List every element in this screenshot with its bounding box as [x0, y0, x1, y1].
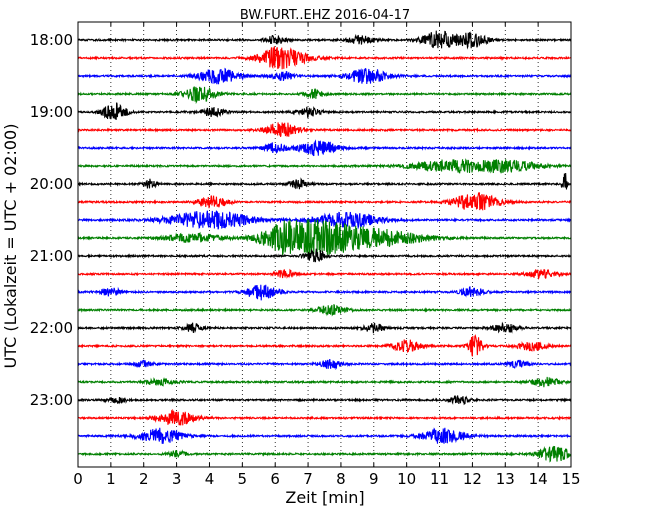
x-tick-label: 15	[561, 470, 580, 488]
x-tick-label: 1	[106, 470, 116, 488]
trace-2300	[77, 395, 572, 406]
x-tick-label: 6	[270, 470, 280, 488]
x-tick-label: 14	[529, 470, 548, 488]
trace-2030	[77, 210, 572, 230]
x-tick-label: 3	[172, 470, 182, 488]
y-tick-label: 19:00	[30, 103, 73, 121]
trace-1815	[77, 46, 572, 70]
x-tick-labels: 0 1 2 3 4 5 6 7 8 9 10 11 12 13 14 15	[73, 470, 580, 488]
y-tick-label: 23:00	[30, 391, 73, 409]
x-tick-label: 9	[369, 470, 379, 488]
plot-frame	[77, 21, 572, 468]
x-tick-label: 4	[205, 470, 215, 488]
x-tick-label: 13	[496, 470, 515, 488]
trace-2045	[77, 219, 572, 256]
seismic-traces	[77, 30, 572, 463]
x-tick-label: 7	[303, 470, 313, 488]
trace-1915	[77, 122, 572, 138]
trace-2100	[77, 248, 572, 263]
axis-ticks	[77, 22, 572, 467]
y-tick-label: 20:00	[30, 175, 73, 193]
x-tick-label: 2	[139, 470, 149, 488]
trace-1945	[77, 158, 572, 174]
y-tick-label: 21:00	[30, 247, 73, 265]
trace-2145	[77, 304, 572, 317]
trace-2245	[77, 376, 572, 388]
trace-2215	[77, 334, 572, 357]
trace-2230	[77, 358, 572, 371]
trace-2345	[77, 445, 572, 463]
trace-1830	[77, 67, 572, 85]
x-tick-label: 0	[73, 470, 83, 488]
trace-2115	[77, 268, 572, 280]
chart-title: BW.FURT..EHZ 2016-04-17	[240, 8, 410, 23]
y-tick-labels: 18:00 19:00 20:00 21:00 22:00 23:00	[30, 31, 73, 409]
y-tick-label: 18:00	[30, 31, 73, 49]
x-tick-label: 12	[463, 470, 482, 488]
trace-2330	[77, 427, 572, 444]
x-tick-label: 8	[336, 470, 346, 488]
x-tick-label: 11	[430, 470, 449, 488]
trace-2015	[77, 192, 572, 211]
trace-2130	[77, 284, 572, 301]
trace-2315	[77, 408, 572, 426]
x-tick-label: 10	[397, 470, 416, 488]
x-tick-label: 5	[238, 470, 248, 488]
y-axis-label: UTC (Lokalzeit = UTC + 02:00)	[1, 124, 20, 369]
trace-1845	[77, 86, 572, 105]
trace-1800	[77, 30, 572, 50]
trace-1900	[77, 102, 572, 121]
y-tick-label: 22:00	[30, 319, 73, 337]
x-axis-label: Zeit [min]	[285, 488, 364, 507]
trace-2200	[77, 321, 572, 334]
trace-2000	[77, 172, 572, 190]
trace-1930	[77, 139, 572, 157]
